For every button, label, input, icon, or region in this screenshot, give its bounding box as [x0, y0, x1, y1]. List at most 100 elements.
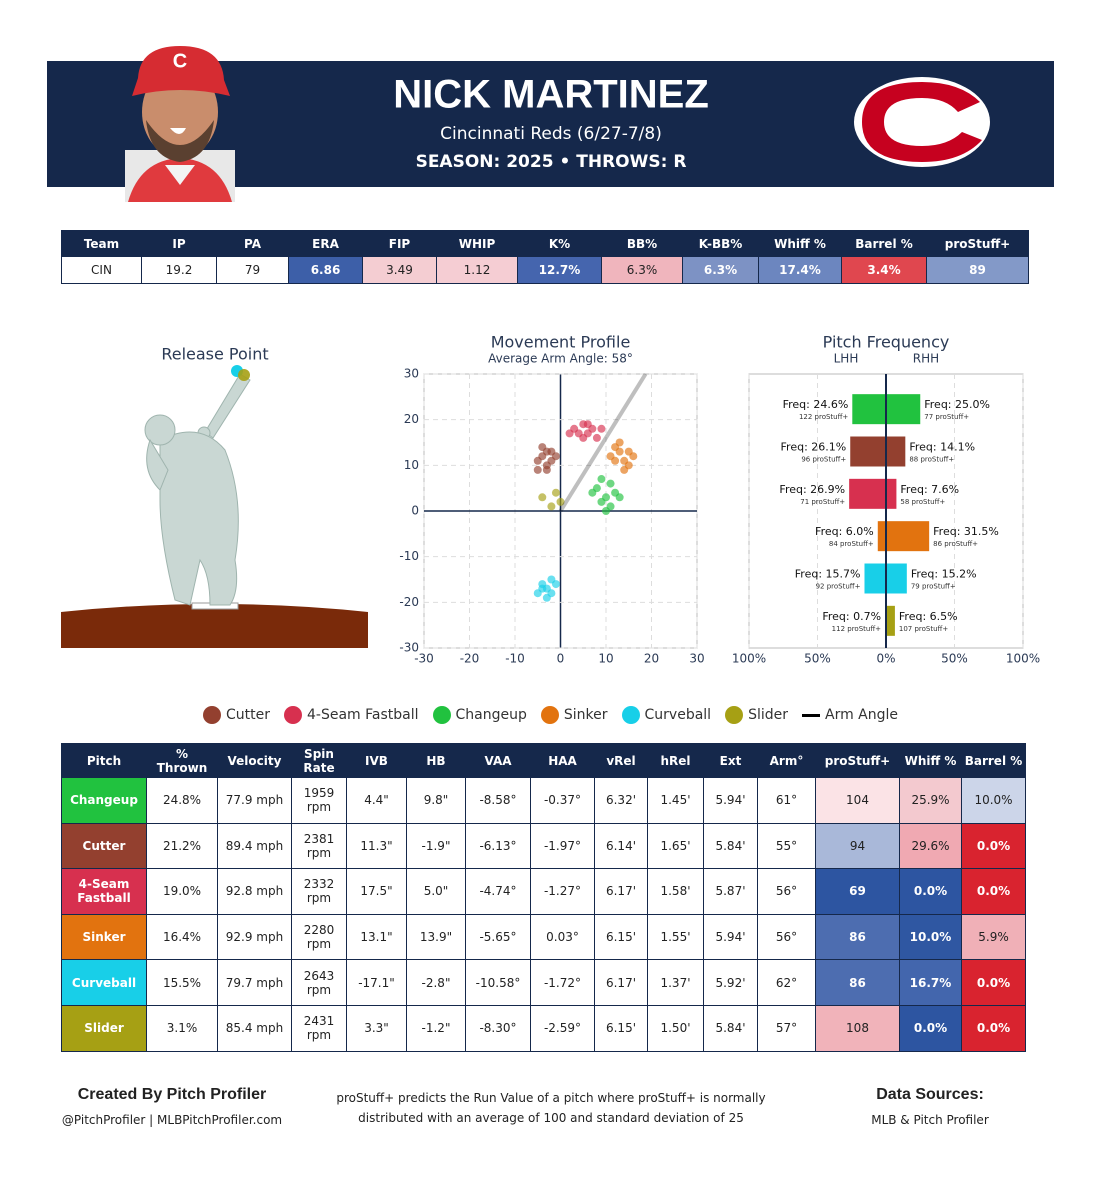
- y-tick-label: 30: [404, 367, 419, 381]
- player-headshot: C: [125, 46, 235, 202]
- x-tick-label: 20: [644, 652, 659, 666]
- pitch-point: [592, 433, 601, 442]
- legend-label: Slider: [748, 707, 788, 723]
- column-header: FIP: [362, 230, 437, 257]
- table-cell: 3.4%: [841, 256, 927, 284]
- pitch-point: [597, 475, 606, 484]
- table-cell: 89: [926, 256, 1029, 284]
- frequency-bar: [886, 478, 897, 509]
- y-tick-label: 20: [404, 412, 419, 426]
- season-line: SEASON: 2025 • THROWS: R: [416, 152, 687, 172]
- value-label: Freq: 15.2%: [911, 568, 977, 581]
- legend-label: Curveball: [644, 707, 712, 723]
- legend-swatch: [432, 706, 451, 724]
- x-tick-label: -10: [505, 652, 525, 666]
- table-cell: 6.15': [594, 913, 648, 961]
- column-header: Ext: [703, 743, 758, 778]
- table-cell: 104: [815, 777, 900, 824]
- table-cell: 17.4%: [758, 256, 842, 284]
- table-cell: 5.0": [406, 868, 466, 915]
- table-cell: 5.9%: [961, 913, 1026, 961]
- column-header: WHIP: [436, 230, 518, 257]
- column-header: K-BB%: [682, 230, 759, 257]
- table-cell: 11.3": [346, 822, 407, 870]
- column-header: Arm°: [757, 743, 816, 778]
- pitch-point: [533, 465, 542, 474]
- table-cell: -2.59°: [530, 1004, 595, 1052]
- table-row: Cutter 21.2% 89.4 mph 2381 rpm 11.3" -1.9" -6.…: [61, 822, 1026, 870]
- stuff-label: 58 proStuff+: [900, 498, 945, 506]
- side-label: LHH: [834, 352, 859, 366]
- table-cell: 6.15': [594, 1004, 648, 1052]
- table-cell: 17.5": [346, 868, 407, 915]
- column-header: PA: [216, 230, 289, 257]
- table-cell: 19.0%: [146, 868, 218, 915]
- y-tick-label: -10: [399, 549, 419, 563]
- table-row: Curveball 15.5% 79.7 mph 2643 rpm -17.1" -2.8…: [61, 959, 1026, 1006]
- table-cell: 69: [815, 868, 900, 915]
- frequency-bar: [877, 521, 886, 552]
- table-cell: 1.65': [647, 822, 704, 870]
- player-name: NICK MARTINEZ: [393, 73, 709, 117]
- data-table: Pitch% Thrown Velocity Spin Rate IVB HB VAA HA…: [61, 743, 1026, 1052]
- pitch-point: [615, 493, 624, 502]
- table-cell: 6.3%: [682, 256, 759, 284]
- legend-item: Slider: [725, 706, 788, 724]
- release-dot: [238, 369, 250, 381]
- column-header: Whiff %: [899, 743, 962, 778]
- table-row: 4-Seam Fastball 19.0% 92.8 mph 2332 rpm 17.5…: [61, 868, 1026, 915]
- table-cell: Cutter: [61, 822, 147, 870]
- pitch-point: [579, 433, 588, 442]
- stuff-label: 88 proStuff+: [909, 456, 954, 464]
- table-row: Slider 3.1% 85.4 mph 2431 rpm 3.3" -1.2" -8.30…: [61, 1004, 1026, 1052]
- pitch-point: [611, 456, 620, 465]
- credit-title: Created By Pitch Profiler: [77, 1086, 267, 1103]
- table-cell: 0.03°: [530, 913, 595, 961]
- table-cell: 10.0%: [899, 913, 962, 961]
- table-cell: -1.2": [406, 1004, 466, 1052]
- y-tick-label: -30: [399, 641, 419, 655]
- value-label: Freq: 25.0%: [924, 398, 990, 411]
- table-cell: -1.9": [406, 822, 466, 870]
- x-tick-label: 30: [689, 652, 704, 666]
- pitch-point: [542, 465, 551, 474]
- table-cell: -1.27°: [530, 868, 595, 915]
- column-header: hRel: [647, 743, 704, 778]
- table-cell: -1.97°: [530, 822, 595, 870]
- table-cell: 0.0%: [961, 868, 1026, 915]
- chart-title: Pitch Frequency: [823, 333, 950, 352]
- value-label: Freq: 14.1%: [909, 441, 975, 454]
- legend-swatch: [802, 713, 820, 717]
- table-cell: Slider: [61, 1004, 147, 1052]
- pitch-point: [542, 447, 551, 456]
- pitch-point: [615, 438, 624, 447]
- column-header: Spin Rate: [291, 743, 347, 778]
- table-cell: -8.30°: [465, 1004, 531, 1052]
- pitch-point: [565, 429, 574, 438]
- table-row: Changeup 24.8% 77.9 mph 1959 rpm 4.4" 9.8" -8.…: [61, 777, 1026, 824]
- x-tick-label: -30: [414, 652, 434, 666]
- table-cell: 0.0%: [899, 1004, 962, 1052]
- pitch-point: [551, 488, 560, 497]
- stuff-label: 122 proStuff+: [799, 413, 848, 421]
- legend-item: Sinker: [540, 706, 608, 724]
- pitch-point: [547, 502, 556, 511]
- sources: MLB & Pitch Profiler: [871, 1113, 989, 1127]
- frequency-bar: [886, 521, 930, 552]
- frequency-bar: [864, 563, 886, 594]
- x-tick-label: 10: [598, 652, 613, 666]
- y-tick-label: 0: [411, 504, 419, 518]
- column-header: proStuff+: [926, 230, 1029, 257]
- pitch-point: [547, 456, 556, 465]
- column-header: Velocity: [217, 743, 292, 778]
- chart-subtitle: Average Arm Angle: 58°: [488, 352, 633, 366]
- table-cell: 1.50': [647, 1004, 704, 1052]
- table-cell: -1.72°: [530, 959, 595, 1006]
- legend-item: Arm Angle: [802, 706, 898, 724]
- table-cell: 56°: [757, 868, 816, 915]
- table-cell: 3.49: [362, 256, 437, 284]
- value-label: Freq: 6.0%: [815, 525, 874, 538]
- table-cell: Sinker: [61, 913, 147, 961]
- value-label: Freq: 7.6%: [900, 483, 959, 496]
